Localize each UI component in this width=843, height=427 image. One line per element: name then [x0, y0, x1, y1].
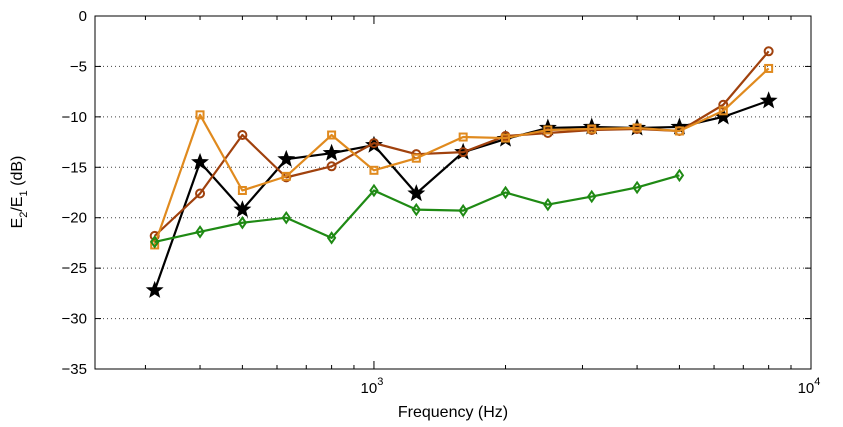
y-axis-label: E2/E1 (dB): [9, 156, 30, 229]
data-point: [368, 138, 379, 149]
x-tick-label-exponent: 4: [814, 376, 820, 388]
data-point: [407, 184, 426, 202]
x-tick-label-exponent: 3: [377, 376, 383, 388]
data-point: [281, 210, 291, 225]
x-tick-label-base: 10: [798, 380, 815, 397]
y-tick-label: −25: [62, 260, 87, 277]
data-point: [149, 235, 160, 249]
data-point: [543, 125, 553, 135]
data-point: [458, 132, 468, 142]
data-point: [587, 124, 597, 134]
data-point: [326, 161, 337, 172]
data-point: [458, 147, 469, 158]
data-point: [543, 197, 553, 212]
data-point: [632, 123, 642, 133]
data-point: [411, 153, 421, 163]
y-axis-ticks: 0 −5 −10 −15 −20 −25 −30 −35: [62, 8, 811, 378]
grid: [95, 65, 811, 320]
data-point: [233, 200, 252, 218]
data-point: [763, 46, 774, 57]
y-axis-label-subscript: 1: [18, 190, 30, 196]
series-line: [153, 67, 770, 246]
x-tick-label: 104: [798, 376, 821, 397]
series-line: [154, 174, 680, 243]
data-point: [326, 231, 337, 245]
y-tick-label: −10: [62, 109, 87, 126]
y-axis-label-part: E: [9, 218, 26, 229]
data-point: [587, 189, 597, 204]
data-point: [195, 225, 205, 239]
data-point: [500, 185, 511, 200]
data-point: [191, 152, 209, 170]
y-axis-label-part: (dB): [9, 156, 26, 191]
data-point: [195, 110, 205, 120]
series-3: [150, 63, 774, 250]
x-tick-label-base: 10: [361, 380, 378, 397]
y-tick-label: −20: [62, 210, 87, 227]
x-tick-label: 103: [361, 376, 384, 397]
plot-frame: [94, 15, 812, 370]
data-point: [369, 183, 379, 198]
series-4: [149, 168, 685, 249]
data-point: [365, 135, 383, 153]
data-point: [322, 143, 341, 161]
data-point: [277, 149, 296, 167]
data-point: [674, 168, 685, 183]
data-point: [458, 203, 468, 218]
x-axis-ticks: 103 104: [144, 16, 821, 397]
y-tick-label: −15: [62, 159, 87, 176]
data-point: [145, 280, 164, 298]
series-layer: [145, 46, 778, 298]
data-point: [237, 185, 247, 195]
y-axis-label-part: /E: [9, 196, 26, 211]
data-point: [674, 126, 684, 136]
y-tick-label: −5: [70, 58, 87, 75]
data-point: [759, 91, 778, 109]
y-tick-label: −35: [62, 361, 87, 378]
data-point: [237, 216, 248, 230]
data-point: [718, 99, 729, 110]
data-point: [195, 188, 206, 199]
data-point: [764, 63, 774, 73]
y-tick-label: −30: [62, 311, 87, 328]
y-axis-label-subscript: 2: [18, 212, 30, 218]
y-tick-label: 0: [79, 8, 87, 25]
plot-area: [95, 16, 811, 369]
data-point: [632, 180, 642, 195]
data-point: [327, 130, 337, 140]
data-point: [281, 171, 291, 181]
data-point: [411, 202, 422, 217]
data-point: [501, 133, 511, 143]
data-point: [237, 130, 248, 141]
data-point: [718, 106, 728, 116]
data-point: [369, 165, 379, 175]
x-axis-label: Frequency (Hz): [398, 404, 508, 421]
